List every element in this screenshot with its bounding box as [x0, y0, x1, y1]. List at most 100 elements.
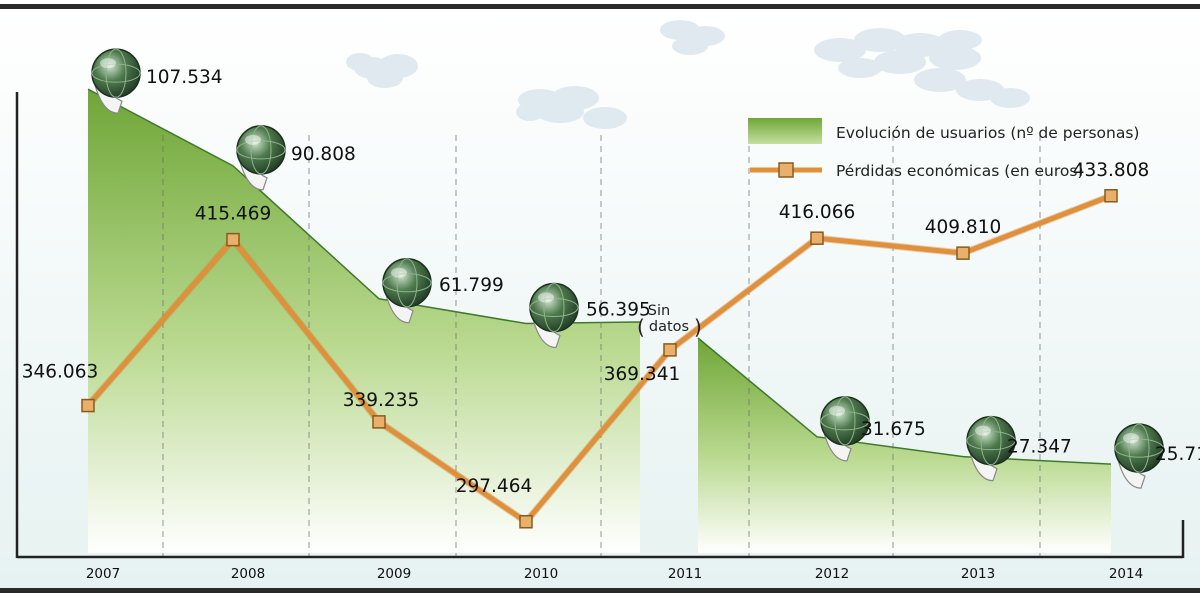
cloud-puff [914, 68, 966, 92]
globe-meridian [980, 416, 1002, 466]
globe-latitude [820, 411, 870, 431]
globe-meridian [105, 48, 127, 98]
users-area-edge-2012-2014 [697, 337, 1112, 465]
cloud-puff [929, 46, 981, 70]
globe-latitude [529, 298, 579, 318]
users-data-label-2012: 31.675 [861, 419, 926, 440]
clouds-decoration [346, 20, 1030, 129]
legend-swatch-users [748, 118, 822, 144]
cloud-puff [874, 50, 926, 74]
users-markers-layer [91, 48, 1164, 489]
globe-highlight [391, 267, 407, 278]
legend-label-losses: Pérdidas económicas (en euros) [836, 162, 1084, 180]
x-tick-label-2007: 2007 [86, 566, 120, 582]
top-border [0, 4, 1200, 9]
globe-medallion-icon [236, 125, 286, 191]
globe-highlight [829, 405, 845, 416]
globe-sphere [91, 48, 141, 98]
cloud-puff [516, 103, 544, 121]
losses-data-label-2011: 369.341 [604, 364, 681, 385]
users-data-label-2007: 107.534 [146, 67, 223, 88]
losses-data-label-2007: 346.063 [22, 362, 99, 383]
users-data-label-2013: 27.347 [1007, 437, 1072, 458]
cloud-puff [838, 58, 882, 78]
globe-meridian [396, 258, 418, 308]
missing-data-note-line2: datos [649, 319, 689, 335]
globe-medallion-icon [1114, 423, 1164, 489]
losses-marker-2011 [663, 343, 677, 357]
cloud-puff [854, 28, 906, 52]
globe-highlight [975, 425, 991, 436]
globe-medallion-icon [820, 396, 870, 462]
legend-swatch-losses-marker [778, 162, 794, 178]
globe-meridian [834, 396, 856, 446]
losses-data-label-2009: 339.235 [343, 390, 420, 411]
losses-line-layer [81, 189, 1118, 529]
users-area-segment-2012-2014 [698, 338, 1111, 553]
year-gridlines [162, 135, 1041, 556]
cloud-puff [583, 107, 627, 129]
losses-data-label-2010: 297.464 [456, 476, 533, 497]
losses-marker-2007 [81, 398, 95, 413]
x-tick-label-2013: 2013 [961, 566, 995, 582]
losses-line [86, 193, 1112, 525]
globe-meridian [250, 125, 272, 175]
users-data-label-2008: 90.808 [291, 144, 356, 165]
losses-marker-2009 [372, 415, 386, 429]
x-tick-label-2010: 2010 [524, 566, 558, 582]
cloud-puff [367, 68, 403, 88]
cloud-puff [990, 88, 1030, 108]
legend: Evolución de usuarios (nº de personas) P… [748, 118, 1139, 180]
globe-latitude [236, 140, 286, 160]
losses-data-label-2013: 409.810 [925, 217, 1002, 238]
globe-sphere [382, 258, 432, 308]
missing-data-open-paren: ( [637, 315, 645, 339]
x-tick-label-2012: 2012 [815, 566, 849, 582]
cloud-puff [938, 30, 982, 50]
globe-highlight [1123, 433, 1139, 444]
globe-latitude [966, 431, 1016, 451]
cloud-puff [814, 38, 866, 62]
losses-marker-2014 [1104, 189, 1118, 203]
globe-highlight [100, 58, 116, 69]
losses-data-label-2012: 416.066 [779, 202, 856, 223]
globe-highlight [538, 292, 554, 303]
users-area-layer [87, 88, 1112, 553]
users-data-label-2009: 61.799 [439, 275, 504, 296]
globe-highlight [245, 134, 261, 145]
losses-marker-2013 [956, 246, 970, 260]
x-tick-label-2008: 2008 [231, 566, 265, 582]
globe-meridian [1128, 423, 1150, 473]
missing-data-close-paren: ) [694, 315, 702, 339]
x-tick-label-2014: 2014 [1109, 566, 1143, 582]
globe-medallion-icon [529, 282, 579, 349]
globe-meridian [543, 283, 565, 333]
missing-data-note-line1: Sin [648, 303, 670, 319]
users-data-label-2010: 56.395 [586, 300, 651, 321]
users-data-label-2014: 25.714 [1155, 444, 1200, 465]
x-tick-labels: 2007 2008 2009 2010 2011 2012 2013 2014 [86, 566, 1143, 582]
cloud-puff [536, 101, 584, 123]
losses-data-label-2014: 433.808 [1073, 160, 1150, 181]
losses-marker-2010 [519, 515, 533, 529]
data-labels-layer: 107.534 90.808 61.799 56.395 31.675 27.347 25.… [22, 67, 1200, 497]
globe-latitude [91, 63, 141, 83]
cloud-puff [672, 37, 708, 55]
bottom-border [0, 588, 1200, 593]
x-tick-label-2011: 2011 [668, 566, 702, 582]
losses-data-label-2008: 415.469 [195, 204, 272, 225]
cloud-puff [346, 53, 374, 71]
globe-latitude [382, 273, 432, 293]
globe-medallion-icon [382, 258, 432, 324]
losses-marker-2012 [810, 231, 824, 245]
legend-label-users: Evolución de usuarios (nº de personas) [836, 124, 1139, 142]
globe-latitude [1114, 438, 1164, 458]
users-area-segment-2007-2010 [88, 89, 640, 553]
losses-marker-2008 [226, 232, 240, 247]
globe-sphere [529, 282, 579, 333]
globe-sphere [236, 125, 286, 175]
globe-medallion-icon [966, 415, 1016, 482]
globe-medallion-icon [91, 48, 141, 114]
